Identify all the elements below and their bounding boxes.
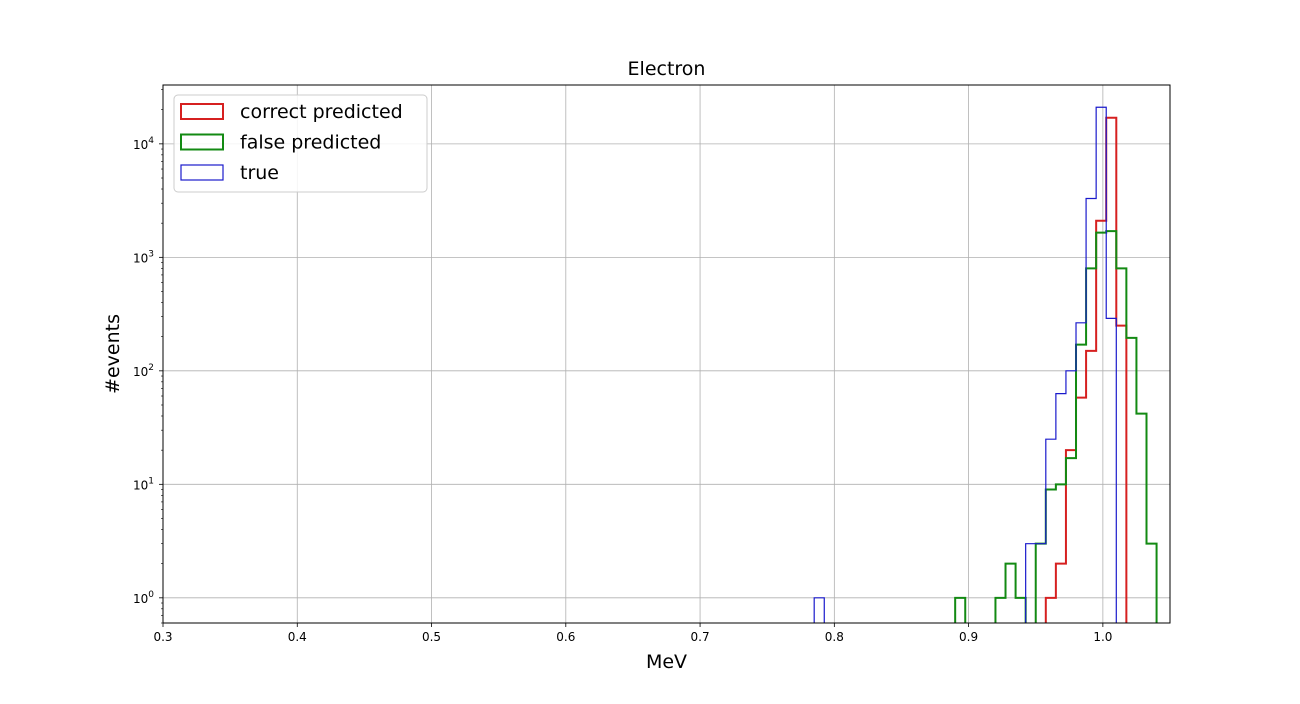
plot-frame [162, 84, 1171, 624]
legend-label: false predicted [240, 132, 381, 154]
series-layer [813, 106, 1158, 623]
x-tick-label: 0.5 [422, 630, 441, 644]
y-tick-label: 100 [133, 590, 154, 606]
x-tick-label: 0.3 [153, 630, 172, 644]
x-tick-label: 0.7 [691, 630, 710, 644]
x-tick-label: 1.0 [1093, 630, 1112, 644]
y-tick-label: 102 [133, 363, 154, 379]
histogram-series-2 [954, 230, 1158, 623]
legend-label: true [240, 162, 279, 184]
y-tick-label: 103 [133, 249, 154, 265]
y-axis-label: #events [102, 314, 124, 394]
legend: correct predicted false predicted true [173, 94, 428, 193]
x-tick-label: 0.8 [825, 630, 844, 644]
legend-swatch [180, 133, 224, 151]
y-tick-label: 104 [133, 136, 154, 152]
x-axis-label: MeV [646, 651, 687, 673]
x-tick-label: 0.9 [959, 630, 978, 644]
chart-title: Electron [628, 58, 706, 80]
grid-lines [162, 85, 1170, 623]
axis-ticks: 0.3 0.4 0.5 0.6 0.7 0.8 0.9 1.0 100 101 102 103 104 [133, 89, 1112, 644]
legend-box [173, 94, 428, 193]
histogram-series-1 [1044, 116, 1128, 623]
histogram-series-3 [813, 106, 1117, 623]
legend-swatch [180, 164, 224, 181]
legend-swatch [180, 103, 224, 120]
legend-label: correct predicted [240, 101, 403, 123]
x-tick-label: 0.6 [556, 630, 575, 644]
x-tick-label: 0.4 [288, 630, 307, 644]
y-tick-label: 101 [133, 476, 154, 492]
